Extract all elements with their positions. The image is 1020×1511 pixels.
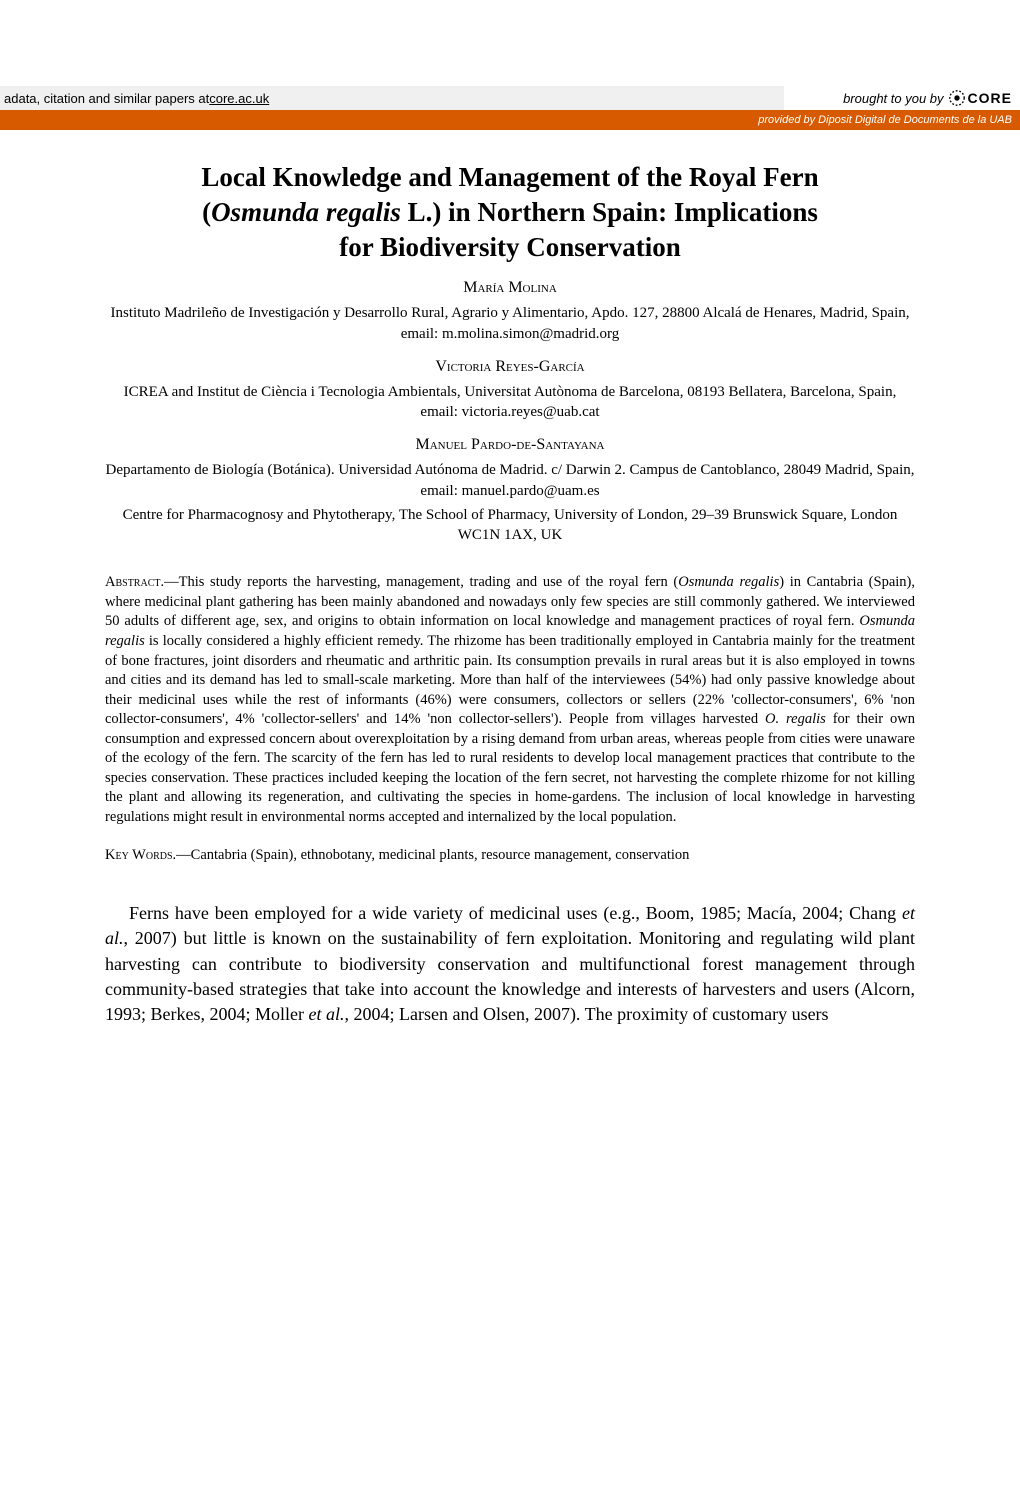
body-p1-pre: Ferns have been employed for a wide vari… <box>129 903 902 923</box>
core-banner-left: adata, citation and similar papers at co… <box>0 86 784 110</box>
author-name-3: Manuel Pardo-de-Santayana <box>105 436 915 454</box>
core-logo-text: CORE <box>968 90 1012 106</box>
abstract-label: Abstract <box>105 574 160 590</box>
title-line3: for Biodiversity Conservation <box>339 232 680 262</box>
author-affiliation-3b: Centre for Pharmacognosy and Phytotherap… <box>105 505 915 546</box>
abstract-italic-1: Osmunda regalis <box>678 574 779 590</box>
core-logo[interactable]: CORE <box>948 89 1012 107</box>
author-affiliation-3a: Departamento de Biología (Botánica). Uni… <box>105 460 915 501</box>
core-banner-right: brought to you by CORE <box>784 86 1020 110</box>
orange-provider-bar: provided by Diposit Digital de Documents… <box>0 110 1020 130</box>
keywords-block: Key Words.—Cantabria (Spain), ethnobotan… <box>105 846 915 866</box>
title-line2-prefix: ( <box>202 197 211 227</box>
paper-title: Local Knowledge and Management of the Ro… <box>105 160 915 265</box>
keywords-label: Key Words <box>105 847 173 863</box>
body-p1-italic2: et al. <box>308 1004 344 1024</box>
core-link[interactable]: core.ac.uk <box>209 91 269 106</box>
provider-text: provided by Diposit Digital de Documents… <box>758 114 1012 126</box>
author-name-1: María Molina <box>105 279 915 297</box>
author-affiliation-2: ICREA and Institut de Ciència i Tecnolog… <box>105 382 915 423</box>
abstract-italic-3: O. regalis <box>765 711 826 727</box>
body-p1-post: , 2004; Larsen and Olsen, 2007). The pro… <box>344 1004 828 1024</box>
author-affiliation-1: Instituto Madrileño de Investigación y D… <box>105 303 915 344</box>
banner-right-prefix: brought to you by <box>843 91 943 106</box>
core-logo-icon <box>948 89 966 107</box>
paper-content: Local Knowledge and Management of the Ro… <box>105 160 915 1027</box>
banner-left-text: adata, citation and similar papers at <box>4 91 209 106</box>
title-line2-suffix: L.) in Northern Spain: Implications <box>401 197 818 227</box>
abstract-block: Abstract.—This study reports the harvest… <box>105 573 915 827</box>
abstract-text-post: for their own consumption and expressed … <box>105 711 915 825</box>
abstract-text-pre: .—This study reports the harvesting, man… <box>160 574 678 590</box>
title-line1: Local Knowledge and Management of the Ro… <box>201 162 818 192</box>
title-line2-italic: Osmunda regalis <box>211 197 401 227</box>
author-name-2: Victoria Reyes-García <box>105 358 915 376</box>
body-paragraph-1: Ferns have been employed for a wide vari… <box>105 901 915 1027</box>
keywords-text: .—Cantabria (Spain), ethnobotany, medici… <box>173 847 690 863</box>
